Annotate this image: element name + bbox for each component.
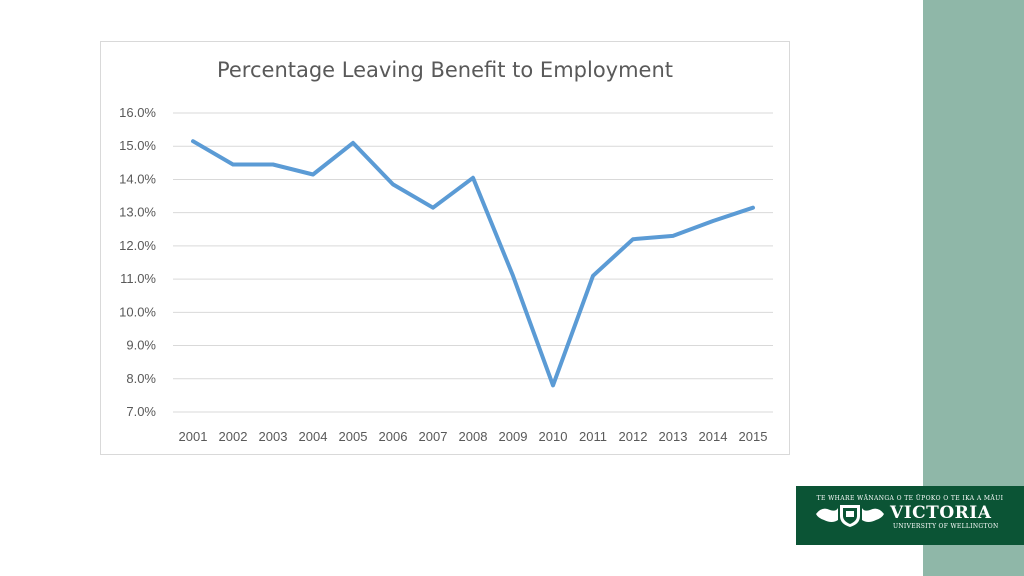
logo-wordmark: VICTORIA (890, 503, 992, 523)
y-tick-label: 11.0% (120, 271, 156, 286)
x-tick-label: 2004 (299, 429, 328, 444)
y-tick-label: 12.0% (119, 238, 156, 253)
x-tick-label: 2013 (659, 429, 688, 444)
x-tick-label: 2010 (539, 429, 568, 444)
y-tick-label: 13.0% (119, 205, 156, 220)
y-tick-label: 15.0% (119, 138, 156, 153)
x-tick-label: 2002 (219, 429, 248, 444)
logo-subtitle: UNIVERSITY OF WELLINGTON (893, 523, 999, 530)
y-tick-label: 8.0% (126, 371, 156, 386)
x-tick-label: 2008 (459, 429, 488, 444)
crest-icon (816, 505, 884, 527)
x-tick-label: 2011 (579, 429, 607, 444)
chart-title: Percentage Leaving Benefit to Employment (216, 58, 674, 82)
y-tick-label: 14.0% (119, 171, 156, 186)
x-tick-label: 2005 (339, 429, 368, 444)
university-logo: TE WHARE WĀNANGA O TE ŪPOKO O TE IKA A M… (796, 486, 1024, 545)
logo-tagline: TE WHARE WĀNANGA O TE ŪPOKO O TE IKA A M… (816, 495, 1004, 502)
y-tick-label: 16.0% (119, 105, 156, 120)
x-tick-label: 2007 (419, 429, 448, 444)
side-accent-bar (923, 0, 1024, 576)
x-tick-label: 2001 (179, 429, 208, 444)
x-tick-label: 2012 (619, 429, 648, 444)
x-tick-label: 2014 (699, 429, 728, 444)
x-tick-label: 2015 (739, 429, 768, 444)
x-tick-label: 2003 (259, 429, 288, 444)
x-tick-label: 2009 (499, 429, 528, 444)
y-tick-label: 9.0% (126, 338, 156, 353)
x-tick-label: 2006 (379, 429, 408, 444)
y-tick-label: 10.0% (119, 304, 156, 319)
chart-panel: Percentage Leaving Benefit to Employment… (100, 41, 790, 455)
y-tick-label: 7.0% (126, 404, 156, 419)
series-line (191, 139, 755, 388)
line-chart: 16.0% 15.0% 14.0% 13.0% 12.0% 11.0% 10.0% 9.0% 8… (119, 105, 773, 444)
